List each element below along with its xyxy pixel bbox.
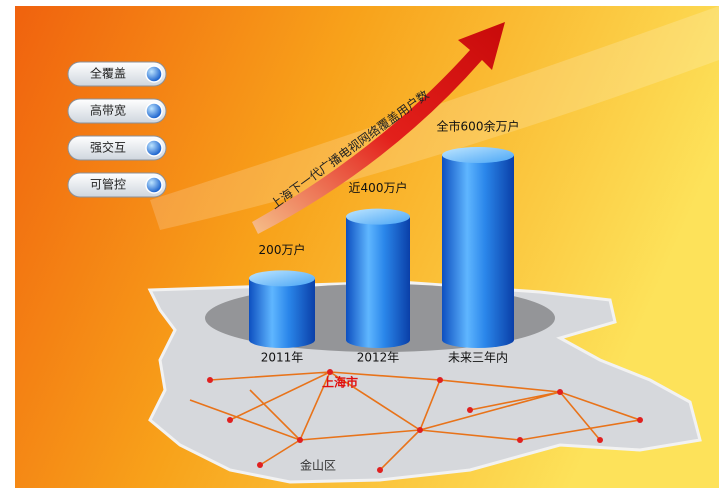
- button-label: 全覆盖: [90, 66, 126, 81]
- category-label: 2011年: [261, 351, 304, 365]
- growth-arrow: [252, 22, 505, 234]
- button-icon: [145, 176, 163, 194]
- button-icon: [145, 139, 163, 157]
- button-label: 高带宽: [90, 103, 126, 118]
- button-body: [67, 135, 167, 161]
- menu-button[interactable]: 可管控: [67, 172, 167, 198]
- map-label: 金山区: [300, 458, 336, 473]
- value-label: 200万户: [259, 242, 306, 257]
- button-label: 强交互: [90, 140, 126, 155]
- button-body: [67, 98, 167, 124]
- menu-button[interactable]: 高带宽: [67, 98, 167, 124]
- button-body: [67, 172, 167, 198]
- value-label: 近400万户: [349, 180, 408, 195]
- value-label: 全市600余万户: [437, 119, 520, 134]
- button-icon: [145, 102, 163, 120]
- bar: [442, 155, 514, 348]
- bar: [346, 216, 410, 348]
- light-streak: [150, 6, 719, 230]
- network-nodes: [207, 369, 643, 473]
- button-body: [67, 61, 167, 87]
- bar: [249, 278, 315, 348]
- map-label: 上海市: [322, 375, 358, 390]
- bar-top: [346, 208, 410, 225]
- button-label: 可管控: [90, 177, 126, 192]
- menu-button[interactable]: 强交互: [67, 135, 167, 161]
- category-label: 2012年: [357, 351, 400, 365]
- menu-button[interactable]: 全覆盖: [67, 61, 167, 87]
- bar-top: [249, 270, 315, 287]
- button-icon: [145, 65, 163, 83]
- bar-top: [442, 147, 514, 163]
- category-label: 未来三年内: [448, 351, 508, 365]
